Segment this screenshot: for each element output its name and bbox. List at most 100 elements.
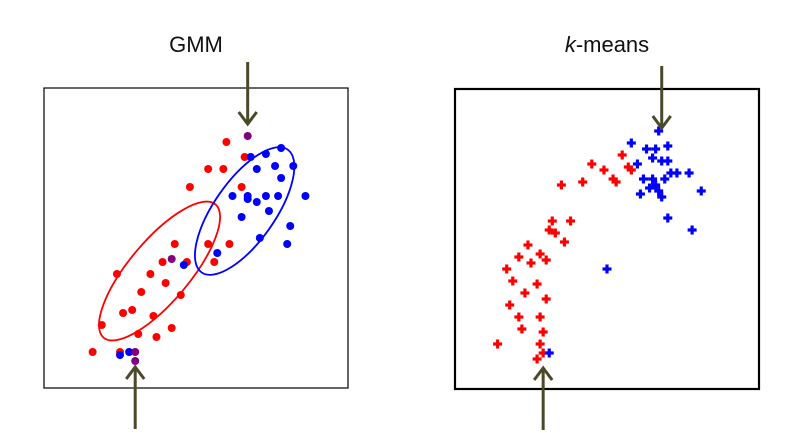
red-point [119, 309, 128, 317]
blue-point [696, 186, 706, 196]
arrow-head [125, 364, 146, 380]
red-point [626, 165, 636, 175]
plus-bar-v [638, 189, 643, 199]
blue-point [277, 174, 286, 182]
blue-point [301, 192, 310, 200]
red-point [538, 348, 548, 358]
red-point [137, 288, 146, 296]
red-point [225, 240, 234, 248]
blue-point [264, 207, 273, 215]
blue-point [663, 156, 673, 166]
red-point [210, 258, 219, 266]
red-point [544, 225, 554, 235]
blue-point [125, 348, 134, 356]
blue-point [286, 222, 295, 230]
plus-bar-v [651, 174, 655, 184]
red-point [219, 165, 228, 173]
plus-bar-v [538, 339, 542, 349]
plus-bar-v [590, 159, 594, 169]
plus-bar-v [553, 228, 557, 238]
plus-bar-v [505, 264, 509, 274]
plus-bar-v [541, 327, 545, 337]
red-point [541, 294, 551, 304]
plus-bar-v [626, 162, 630, 172]
red-point [587, 159, 597, 169]
blue-point [666, 168, 676, 178]
plus-bar-v [602, 165, 606, 175]
red-point [204, 240, 213, 248]
blue-point [651, 144, 661, 154]
plus-bar-v [535, 279, 539, 289]
kmeans-plot-frame [453, 87, 761, 391]
plus-bar-v [550, 216, 554, 226]
plus-bar-v [651, 153, 655, 163]
blue-point [274, 192, 283, 200]
red-point [128, 306, 137, 314]
gmm-points [88, 132, 310, 365]
arrow-up [532, 365, 554, 430]
blue-ellipse [194, 146, 296, 276]
arrow-head [532, 365, 554, 381]
red-point [535, 249, 545, 259]
red-point [508, 276, 518, 286]
plus-bar-v [520, 324, 524, 334]
kmeans-points [493, 126, 706, 364]
arrow-up [125, 364, 146, 429]
blue-point [602, 264, 612, 274]
blue-point [271, 162, 280, 170]
red-point [532, 279, 542, 289]
plus-bar-v [666, 213, 670, 223]
plus-bar-v [526, 240, 530, 250]
plus-bar-v [629, 165, 633, 175]
red-point [134, 330, 143, 338]
purple-point [167, 255, 176, 263]
red-point [532, 354, 542, 364]
blue-point [289, 162, 298, 170]
arrow-head [651, 115, 672, 131]
red-point [149, 312, 158, 320]
red-point [535, 339, 545, 349]
blue-point [648, 153, 658, 163]
red-point [237, 183, 246, 191]
red-point [547, 216, 557, 226]
red-ellipse [98, 200, 221, 342]
red-point [566, 216, 576, 226]
plus-bar-v [559, 180, 563, 190]
blue-point [243, 195, 252, 203]
plus-bar-v [620, 150, 624, 160]
blue-point [252, 198, 261, 206]
plus-bar-v [644, 144, 649, 154]
red-point [97, 321, 106, 329]
kmeans-title-k: k [565, 32, 577, 57]
plus-bar-v [669, 168, 673, 178]
kmeans-panel: k-means [453, 32, 761, 430]
red-point [240, 153, 249, 161]
red-point [623, 162, 633, 172]
red-point [185, 183, 194, 191]
blue-point [660, 174, 670, 184]
blue-point [277, 144, 286, 152]
blue-point [657, 156, 667, 166]
blue-point [116, 351, 124, 359]
red-point [161, 279, 170, 287]
blue-point [687, 225, 697, 235]
red-point [146, 270, 155, 278]
red-point [514, 252, 524, 262]
blue-point [228, 192, 237, 200]
plus-bar-v [699, 186, 703, 196]
plus-bar-v [690, 225, 694, 235]
plus-bar-v [660, 156, 664, 166]
red-point [204, 165, 213, 173]
red-point [538, 327, 548, 337]
gmm-arrows [125, 62, 258, 429]
gmm-plot-frame [43, 87, 349, 389]
kmeans-arrows [532, 66, 672, 430]
blue-point [654, 186, 664, 196]
red-point [523, 240, 533, 250]
red-point [176, 291, 185, 299]
gmm-title: GMM [169, 32, 223, 57]
plus-bar-v [544, 294, 548, 304]
red-point [170, 240, 179, 248]
plus-bar-v [568, 216, 573, 226]
